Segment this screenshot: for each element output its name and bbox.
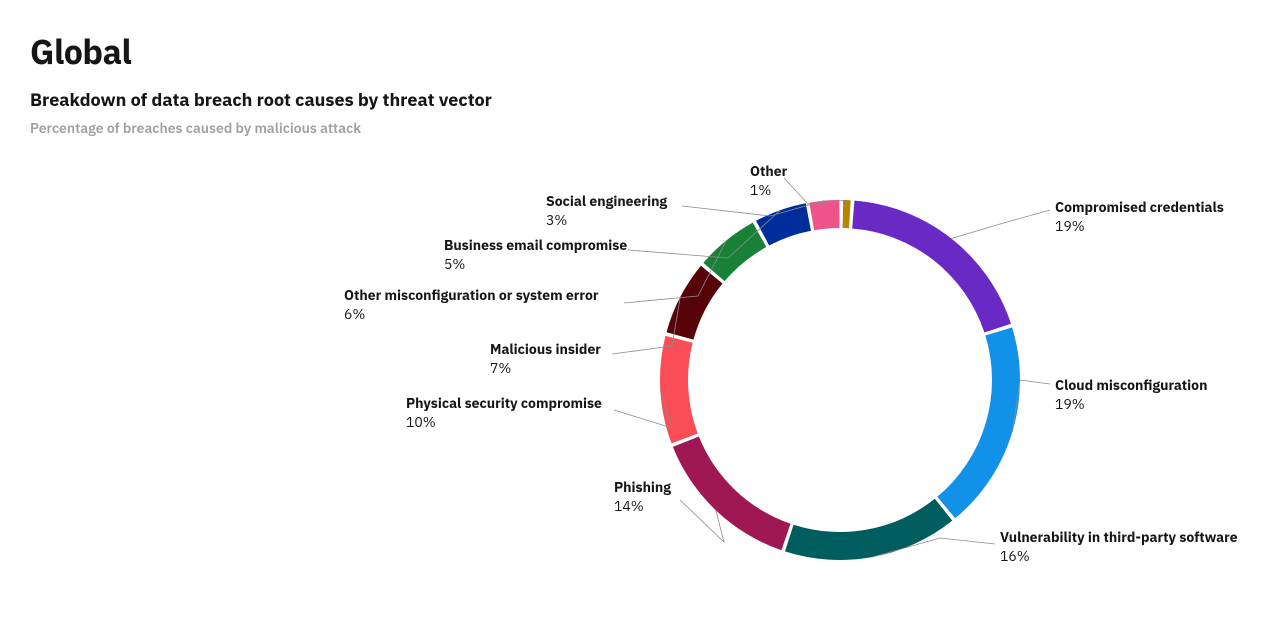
slice-label-text: Malicious insider [490, 340, 601, 359]
leader-line [951, 210, 1050, 239]
slice-label-text: Cloud misconfiguration [1055, 376, 1207, 395]
slice-label-value: 19% [1055, 395, 1207, 414]
slice-label-text: Compromised credentials [1055, 198, 1224, 217]
slice-label-text: Other misconfiguration or system error [344, 286, 599, 305]
slice-label-text: Other [750, 162, 787, 181]
slice-label: Phishing14% [614, 478, 671, 516]
slice-label-text: Social engineering [546, 192, 667, 211]
slice-label-value: 19% [1055, 217, 1224, 236]
slice-label-value: 14% [614, 497, 671, 516]
donut-chart: Compromised credentials19%Cloud misconfi… [0, 0, 1276, 626]
slice-label-value: 16% [1000, 547, 1238, 566]
slice-label: Other misconfiguration or system error6% [344, 286, 599, 324]
slice-label-value: 5% [444, 255, 627, 274]
donut-slice [843, 200, 851, 228]
slice-label-value: 10% [406, 413, 602, 432]
slice-label-text: Business email compromise [444, 236, 627, 255]
slice-label-text: Phishing [614, 478, 671, 497]
slice-label: Business email compromise5% [444, 236, 627, 274]
donut-slice [937, 327, 1020, 518]
slice-label: Vulnerability in third-party software16% [1000, 528, 1238, 566]
slice-label-value: 3% [546, 211, 667, 230]
donut-slice [852, 201, 1011, 333]
slice-label-value: 7% [490, 359, 601, 378]
donut-slice [809, 200, 839, 230]
slice-label: Social engineering3% [546, 192, 667, 230]
slice-label-text: Physical security compromise [406, 394, 602, 413]
donut-slice [785, 499, 952, 560]
donut-slice [673, 436, 791, 550]
slice-label: Malicious insider7% [490, 340, 601, 378]
slice-label: Other1% [750, 162, 787, 200]
slice-label: Physical security compromise10% [406, 394, 602, 432]
slice-label-text: Vulnerability in third-party software [1000, 528, 1238, 547]
donut-slice [660, 336, 698, 443]
slice-label-value: 6% [344, 305, 599, 324]
slice-label: Cloud misconfiguration19% [1055, 376, 1207, 414]
slice-label: Compromised credentials19% [1055, 198, 1224, 236]
slice-label-value: 1% [750, 181, 787, 200]
